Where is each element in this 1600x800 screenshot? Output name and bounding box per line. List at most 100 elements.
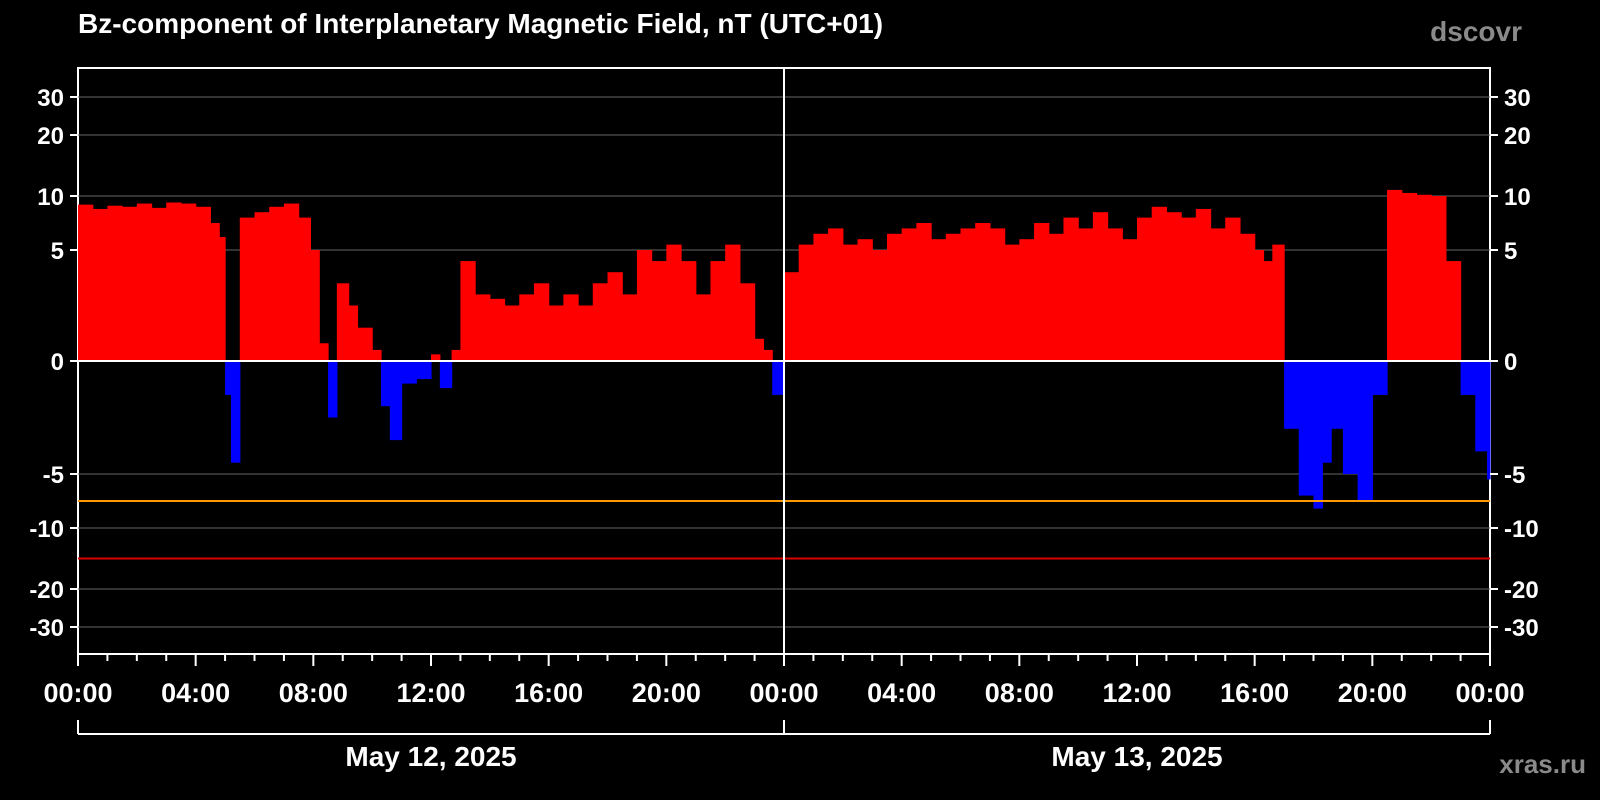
- bz-bar: [1372, 361, 1388, 395]
- y-tick-label-right: 20: [1504, 123, 1531, 150]
- bz-bar: [695, 294, 712, 361]
- bz-bar: [372, 349, 382, 361]
- bz-bar: [622, 294, 638, 361]
- bz-bar: [1331, 361, 1344, 429]
- bz-bar: [1151, 206, 1168, 361]
- bz-bar: [1298, 361, 1315, 496]
- x-tick-label: 04:00: [161, 678, 230, 708]
- bz-bar: [1263, 261, 1273, 361]
- bz-bar: [578, 305, 594, 361]
- bz-bar: [1225, 217, 1241, 361]
- y-tick-label-right: 30: [1504, 85, 1531, 112]
- x-tick-label: 00:00: [1455, 678, 1524, 708]
- bz-bar: [592, 283, 609, 361]
- bz-bar: [1475, 361, 1488, 452]
- bz-bar: [107, 205, 123, 361]
- reference-lines: [78, 68, 1490, 654]
- bz-bar: [1063, 217, 1079, 361]
- x-tick-label: 12:00: [1102, 678, 1171, 708]
- bz-bar: [607, 272, 623, 361]
- bz-bar: [725, 244, 741, 361]
- bz-bar: [78, 204, 94, 361]
- bz-bar: [1445, 261, 1462, 361]
- bz-bar: [348, 305, 359, 361]
- bz-bar: [298, 217, 311, 361]
- y-tick-label-left: -10: [29, 516, 64, 543]
- y-tick-label-left: -30: [29, 615, 64, 642]
- bz-bar: [754, 338, 765, 361]
- bz-bar: [1107, 228, 1123, 361]
- bz-bar: [1322, 361, 1332, 463]
- bz-bar: [533, 283, 550, 361]
- bz-bar: [225, 361, 232, 395]
- bz-bar: [151, 207, 167, 361]
- bz-bar: [1357, 361, 1373, 501]
- bz-bar: [1401, 192, 1418, 361]
- bz-bar: [813, 233, 829, 361]
- chart-title: Bz-component of Interplanetary Magnetic …: [78, 8, 884, 39]
- bz-bar: [960, 228, 976, 361]
- bz-bar: [1092, 212, 1109, 361]
- y-tick-label-right: 10: [1504, 184, 1531, 211]
- bz-bar: [931, 239, 947, 361]
- bz-bar: [328, 361, 338, 418]
- bz-bar: [1195, 208, 1212, 361]
- x-tick-label: 20:00: [632, 678, 701, 708]
- x-tick-label: 20:00: [1338, 678, 1407, 708]
- bz-bar: [828, 228, 844, 361]
- bz-bar: [916, 223, 932, 361]
- bz-bar: [1416, 194, 1432, 361]
- y-axis: 30 30 20 20 10 10 5 5 0 0 -5 -5 -10 -10 -20 -20 -30 -30: [29, 85, 1538, 642]
- bz-bar: [219, 237, 226, 361]
- y-tick-label-right: -20: [1504, 577, 1539, 604]
- bz-bar: [563, 294, 579, 361]
- bz-bar: [857, 239, 873, 361]
- x-tick-label: 08:00: [985, 678, 1054, 708]
- bz-bar: [310, 250, 320, 361]
- bz-bar: [636, 250, 653, 361]
- bz-bar: [710, 261, 726, 361]
- bz-bar: [380, 361, 391, 407]
- bz-bar: [269, 206, 285, 361]
- bz-bar: [439, 361, 453, 389]
- bz-bar: [1313, 361, 1323, 509]
- bz-bar: [1284, 361, 1300, 429]
- bz-bar: [504, 305, 520, 361]
- bz-bar: [1210, 228, 1226, 361]
- bz-bar: [1034, 223, 1050, 361]
- date-axis: May 12, 2025 May 13, 2025: [77, 720, 1491, 772]
- y-tick-label-right: -30: [1504, 615, 1539, 642]
- bz-bar: [1239, 233, 1256, 361]
- bz-bar: [945, 233, 962, 361]
- bz-bar: [230, 361, 241, 463]
- bz-bar: [210, 223, 220, 361]
- bz-bar: [451, 349, 462, 361]
- bz-bar: [166, 202, 182, 361]
- bz-bar: [651, 261, 667, 361]
- bz-bar: [319, 343, 329, 361]
- y-tick-label-left: 10: [37, 184, 64, 211]
- bz-bar: [901, 228, 917, 361]
- bz-bar: [1487, 361, 1491, 480]
- bz-bar: [989, 228, 1006, 361]
- bz-bar: [872, 250, 888, 361]
- date-label: May 13, 2025: [1051, 741, 1222, 772]
- bz-bar: [763, 349, 773, 361]
- bz-bar: [489, 298, 506, 361]
- bz-bar: [548, 305, 564, 361]
- bz-bar: [1122, 239, 1138, 361]
- bz-bar: [784, 272, 800, 361]
- bz-bar: [1078, 228, 1094, 361]
- bz-bar: [92, 208, 109, 361]
- bz-bar: [1254, 250, 1265, 361]
- bz-bar: [136, 203, 153, 361]
- bz-bar: [389, 361, 403, 441]
- bz-bar: [1342, 361, 1359, 474]
- y-tick-label-right: 5: [1504, 238, 1517, 265]
- bz-bar: [475, 294, 491, 361]
- bz-bar: [666, 244, 682, 361]
- bz-bar: [357, 327, 373, 361]
- bz-bar: [1004, 244, 1020, 361]
- y-tick-label-right: 0: [1504, 349, 1517, 376]
